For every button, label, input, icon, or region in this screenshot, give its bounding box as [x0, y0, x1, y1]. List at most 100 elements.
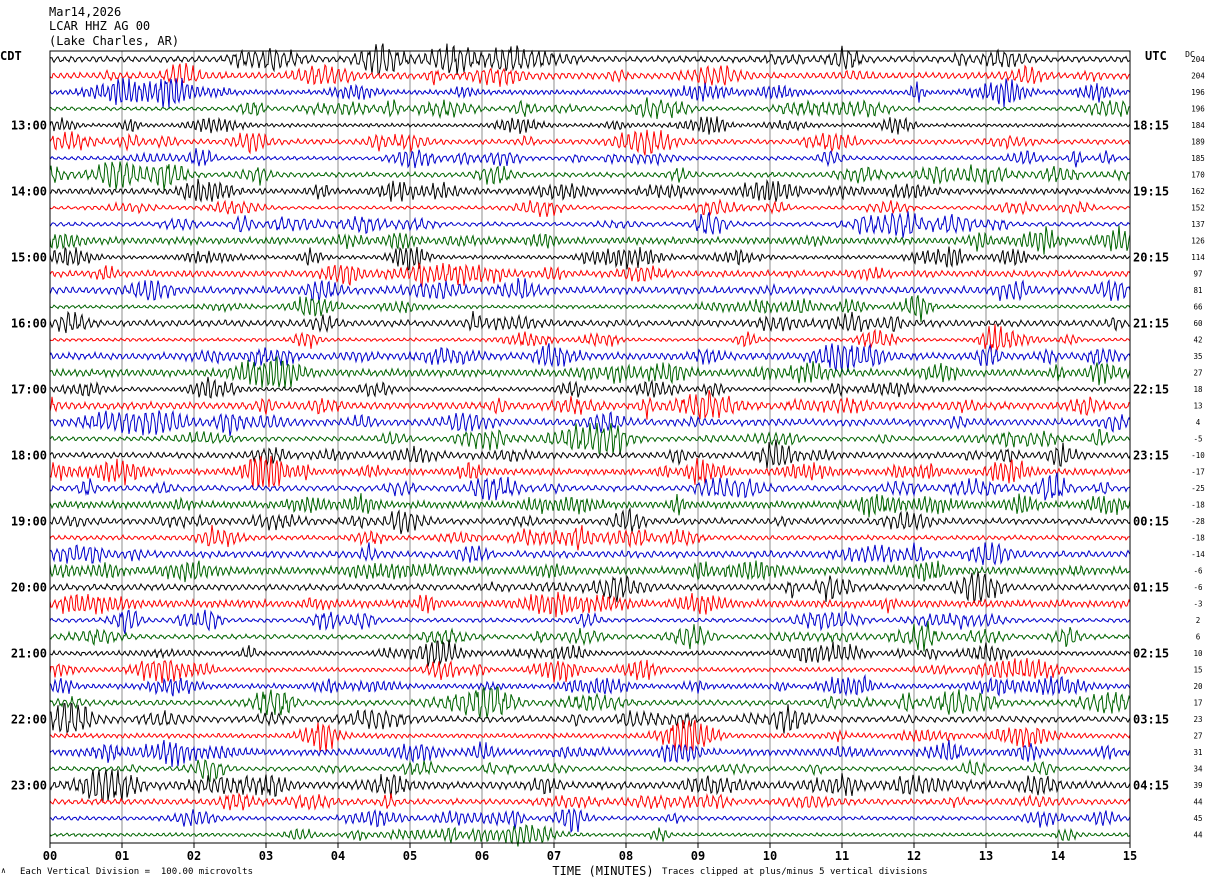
dc-offset-label: 170	[1191, 170, 1205, 179]
x-tick-label: 04	[331, 849, 345, 863]
utc-hour-label: 01:15	[1133, 580, 1169, 594]
trace-line	[49, 129, 1131, 156]
dc-offset-label: 6	[1196, 632, 1201, 641]
x-tick-label: 10	[763, 849, 777, 863]
utc-hour-label: 21:15	[1133, 316, 1169, 330]
dc-offset-label: 189	[1191, 137, 1205, 146]
dc-offset-label: 60	[1193, 319, 1203, 328]
trace-line	[49, 295, 1131, 323]
cdt-hour-label: 20:00	[11, 580, 47, 594]
trace-line	[49, 277, 1131, 302]
dc-offset-label: 196	[1191, 88, 1205, 97]
trace-line	[49, 43, 1131, 76]
x-tick-label: 15	[1123, 849, 1137, 863]
utc-hour-label: 22:15	[1133, 382, 1169, 396]
trace-line	[50, 376, 1131, 399]
trace-line	[49, 148, 1131, 169]
utc-hour-label: 18:15	[1133, 118, 1169, 132]
trace-line	[49, 807, 1131, 834]
dc-offset-label: 162	[1191, 187, 1205, 196]
clip-note: Traces clipped at plus/minus 5 vertical …	[662, 867, 928, 877]
trace-line	[49, 609, 1131, 634]
dc-offset-label: -14	[1191, 550, 1205, 559]
x-axis-title: TIME (MINUTES)	[552, 864, 653, 878]
trace-line	[49, 310, 1131, 334]
utc-hour-label: 23:15	[1133, 448, 1169, 462]
trace-line	[49, 198, 1131, 217]
axis-labels: 00 01 02 03 04 05 06 07 08 09 10 11 12 13 14 1520420419…	[0, 49, 1205, 878]
trace-line	[49, 591, 1131, 618]
cdt-hour-label: 19:00	[11, 514, 47, 528]
trace-line	[49, 658, 1131, 684]
dc-offset-label: 34	[1193, 764, 1203, 773]
trace-line	[49, 116, 1131, 135]
dc-offset-label: -18	[1191, 533, 1205, 542]
dc-offset-label: 81	[1193, 286, 1202, 295]
trace-line	[49, 211, 1131, 238]
dc-offset-label: -25	[1191, 484, 1205, 493]
x-tick-label: 08	[619, 849, 633, 863]
trace-line	[49, 621, 1131, 652]
trace-line	[49, 355, 1131, 389]
utc-axis-label: UTC	[1145, 49, 1167, 63]
trace-line	[49, 758, 1131, 783]
x-tick-label: 09	[691, 849, 705, 863]
trace-line	[49, 423, 1131, 456]
scale-mark-icon: ∧	[1, 866, 6, 875]
trace-line	[49, 739, 1131, 767]
trace-line	[50, 639, 1131, 667]
dc-offset-label: 185	[1191, 154, 1205, 163]
x-tick-label: 05	[403, 849, 417, 863]
x-tick-label: 03	[259, 849, 273, 863]
trace-line	[49, 439, 1131, 469]
utc-hour-label: 02:15	[1133, 646, 1169, 660]
dc-offset-label: -6	[1193, 566, 1203, 575]
trace-line	[49, 560, 1131, 583]
dc-offset-label: -5	[1193, 434, 1202, 443]
cdt-hour-label: 21:00	[11, 646, 47, 660]
cdt-hour-label: 16:00	[11, 316, 47, 330]
trace-line	[49, 161, 1131, 191]
trace-line	[49, 409, 1131, 437]
x-tick-label: 12	[907, 849, 921, 863]
trace-line	[49, 178, 1131, 203]
station-code: LCAR HHZ AG 00	[49, 19, 151, 33]
dc-offset-label: -28	[1191, 517, 1205, 526]
plot-frame	[49, 50, 1131, 844]
dc-offset-label: 66	[1193, 302, 1203, 311]
dc-offset-label: 18	[1193, 385, 1203, 394]
cdt-hour-label: 17:00	[11, 382, 47, 396]
x-tick-label: 11	[835, 849, 849, 863]
plot-date: Mar14,2026	[49, 5, 122, 19]
dc-offset-label: 10	[1193, 649, 1203, 658]
utc-hour-label: 03:15	[1133, 712, 1169, 726]
trace-line	[49, 769, 1131, 802]
dc-offset-label: 204	[1191, 55, 1205, 64]
trace-line	[49, 472, 1131, 501]
trace-line	[49, 542, 1131, 566]
trace-line	[49, 343, 1131, 372]
trace-line	[49, 324, 1131, 352]
station-location: (Lake Charles, AR)	[49, 34, 180, 48]
x-tick-label: 13	[979, 849, 993, 863]
cdt-hour-label: 22:00	[11, 712, 47, 726]
dc-offset-label: 17	[1193, 698, 1202, 707]
cdt-axis-label: CDT	[0, 49, 22, 63]
dc-offset-label: 39	[1193, 781, 1202, 790]
dc-offset-label: 114	[1191, 253, 1205, 262]
cdt-hour-label: 13:00	[11, 118, 47, 132]
trace-line	[49, 225, 1131, 255]
dc-offset-label: 184	[1191, 121, 1205, 130]
x-tick-label: 06	[475, 849, 489, 863]
trace-line	[49, 792, 1131, 811]
trace-line	[49, 686, 1131, 719]
dc-offset-label: 27	[1193, 731, 1202, 740]
x-tick-label: 07	[547, 849, 561, 863]
dc-offset-label: 15	[1193, 665, 1202, 674]
dc-offset-label: 152	[1191, 203, 1205, 212]
dc-offset-label: -3	[1193, 599, 1202, 608]
dc-offset-label: 27	[1193, 368, 1202, 377]
dc-offset-label: 2	[1196, 616, 1201, 625]
seismic-traces	[49, 43, 1131, 847]
